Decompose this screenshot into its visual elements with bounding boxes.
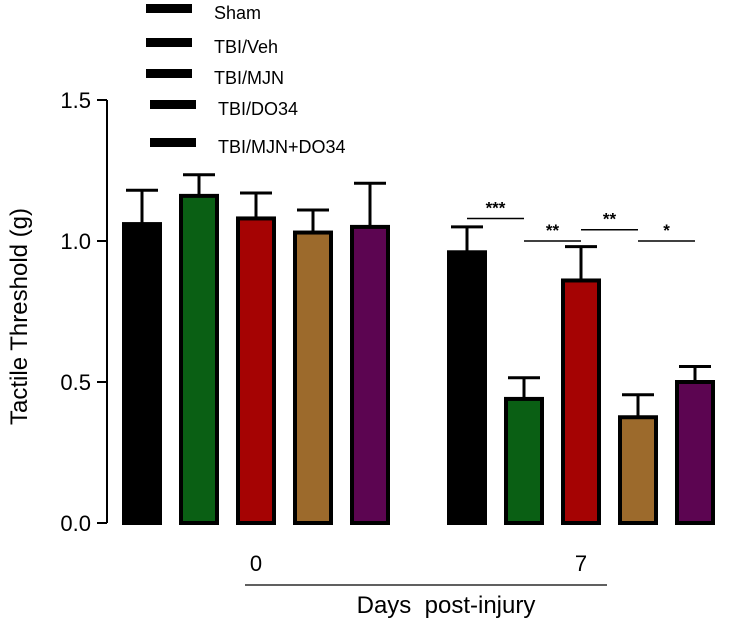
y-axis-title: Tactile Threshold (g) (6, 208, 33, 425)
bar (675, 380, 715, 525)
bar (561, 278, 601, 526)
legend-swatch (150, 100, 196, 109)
legend-label: TBI/Veh (214, 37, 278, 57)
bar (179, 193, 219, 525)
bar (236, 216, 276, 525)
legend-label: TBI/MJN+DO34 (218, 137, 346, 157)
bar (447, 250, 487, 525)
legend-label: TBI/MJN (214, 68, 284, 88)
x-tick-label: 7 (575, 551, 587, 576)
y-tick-label: 1.5 (60, 88, 91, 113)
bar (504, 396, 544, 526)
significance-label: ** (603, 210, 617, 229)
legend-swatch (150, 138, 196, 147)
y-tick-label: 0.5 (60, 370, 91, 395)
significance-label: * (663, 221, 670, 240)
legend-swatch (146, 4, 192, 13)
bar (618, 415, 658, 525)
legend-swatch (146, 38, 192, 47)
x-axis-title: Days post-injury (357, 592, 536, 619)
significance-label: *** (486, 198, 506, 217)
x-tick-label: 0 (250, 551, 262, 576)
legend-swatch (146, 69, 192, 78)
legend-label: Sham (214, 3, 261, 23)
bar (350, 224, 390, 525)
legend-label: TBI/DO34 (218, 99, 298, 119)
bar (293, 230, 333, 525)
significance-label: ** (546, 221, 560, 240)
bar (122, 222, 162, 526)
y-tick-label: 0.0 (60, 511, 91, 536)
y-tick-label: 1.0 (60, 229, 91, 254)
